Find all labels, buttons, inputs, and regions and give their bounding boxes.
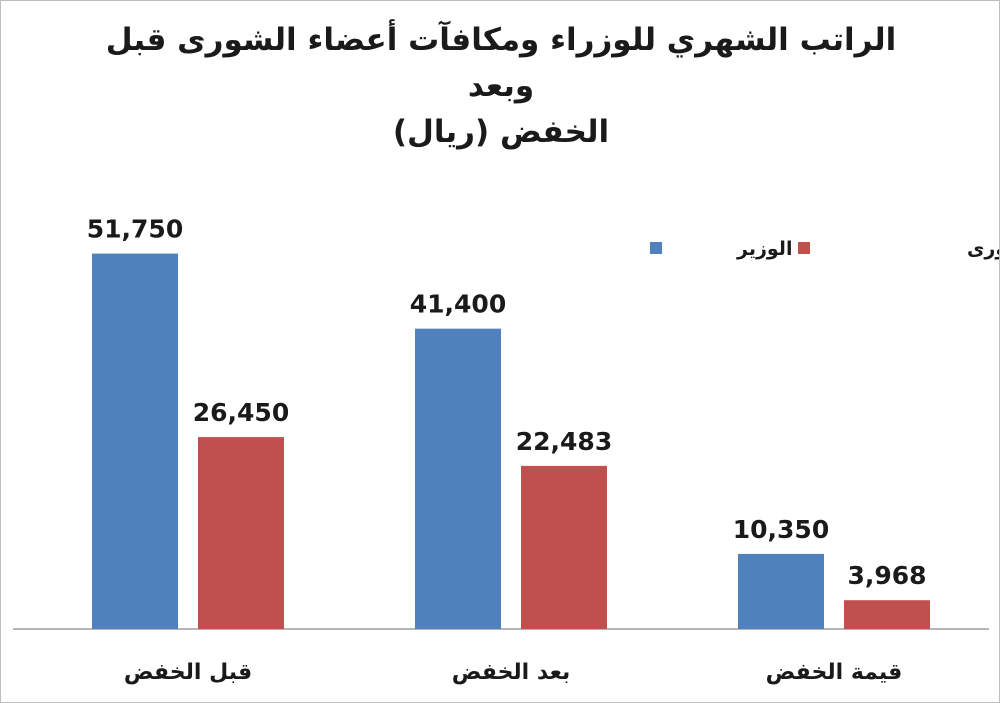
bar-shura-2 xyxy=(844,600,930,629)
bar-shura-0 xyxy=(198,437,284,629)
data-label-minister-0: 51,750 xyxy=(87,215,183,244)
data-label-minister-2: 10,350 xyxy=(733,515,829,544)
data-label-shura-2: 3,968 xyxy=(847,561,926,590)
legend-swatch-minister xyxy=(650,242,662,254)
bar-minister-1 xyxy=(415,328,501,629)
chart-title-line1: الراتب الشهري للوزراء ومكافآت أعضاء الشو… xyxy=(105,22,897,104)
legend-label-minister: الوزير xyxy=(736,238,792,260)
bar-minister-2 xyxy=(738,553,824,629)
legend-label-shura: عضو الشورى xyxy=(967,238,1000,260)
legend-swatch-shura xyxy=(798,242,810,254)
data-label-shura-0: 26,450 xyxy=(193,398,289,427)
chart-title-line2: الخفض (ريال) xyxy=(392,114,610,150)
category-label-2: قيمة الخفض xyxy=(766,660,903,685)
category-label-1: بعد الخفض xyxy=(452,660,571,685)
bar-shura-1 xyxy=(521,465,607,629)
data-label-minister-1: 41,400 xyxy=(410,290,506,319)
category-label-0: قبل الخفض xyxy=(124,660,252,685)
bar-minister-0 xyxy=(92,253,178,629)
chart-title: الراتب الشهري للوزراء ومكافآت أعضاء الشو… xyxy=(101,17,901,155)
data-label-shura-1: 22,483 xyxy=(516,427,612,456)
